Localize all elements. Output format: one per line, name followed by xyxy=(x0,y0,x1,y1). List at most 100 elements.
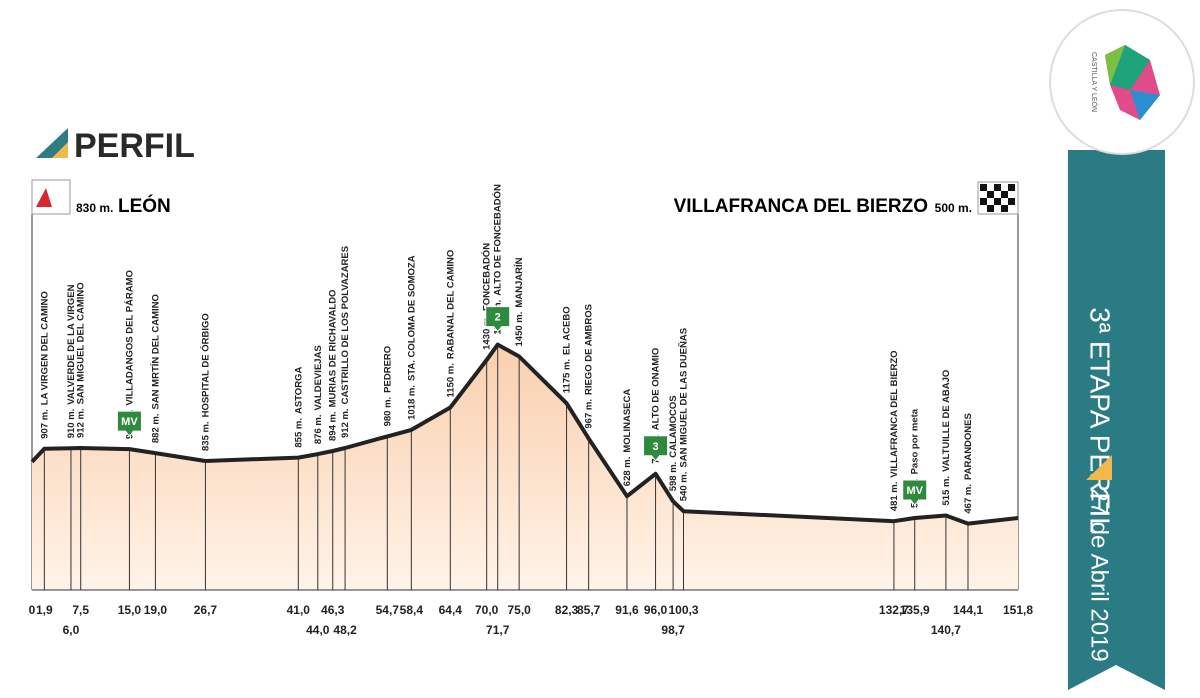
waypoint-label: 912 m. SAN MIGUEL DEL CAMINO xyxy=(76,282,87,438)
km-label: 132,7 xyxy=(879,603,909,617)
waypoint-elevation: 628 m. xyxy=(622,457,633,487)
logo xyxy=(1110,45,1150,90)
checker-square xyxy=(994,198,1001,205)
start-flag xyxy=(31,179,71,215)
waypoint-label: 882 m. SAN MRTÍN DEL CAMINO xyxy=(150,294,161,443)
badge xyxy=(643,435,669,462)
checker-square xyxy=(1001,205,1008,212)
waypoint-name: MURIAS DE RICHAVALDO xyxy=(328,290,339,408)
km-label: 144,1 xyxy=(953,603,983,617)
waypoint-elevation: 894 m. xyxy=(328,411,339,441)
km-label: 140,7 xyxy=(931,623,961,637)
waypoint-elevation: 912 m. xyxy=(76,408,87,438)
waypoint-label: 1175 m. EL ACEBO xyxy=(562,306,573,393)
waypoint-elevation: 481 m. xyxy=(889,482,900,512)
waypoint-label: 855 m. ASTORGA xyxy=(293,367,304,448)
checker-square xyxy=(1008,184,1015,191)
km-label: 48,2 xyxy=(333,623,357,637)
checker-square xyxy=(1008,198,1015,205)
waypoint-elevation: 907 m. xyxy=(39,409,50,439)
km-label: 7,5 xyxy=(72,603,89,617)
badge xyxy=(902,479,928,506)
waypoint-label: 1150 m. RABANAL DEL CAMINO xyxy=(445,250,456,398)
km-label: 0 xyxy=(29,603,36,617)
badge xyxy=(485,306,511,333)
km-label: 1,9 xyxy=(36,603,53,617)
waypoint-elevation: 912 m. xyxy=(340,408,351,438)
checker-square xyxy=(980,184,987,191)
km-label: 44,0 xyxy=(306,623,330,637)
km-label: 41,0 xyxy=(287,603,311,617)
waypoint-elevation: 876 m. xyxy=(313,415,324,445)
waypoint-elevation: 467 m. xyxy=(963,484,974,514)
checker-square xyxy=(987,191,994,198)
banner xyxy=(1068,150,1165,690)
banner-icon xyxy=(1086,455,1112,480)
checker-square xyxy=(1001,191,1008,198)
km-label: 100,3 xyxy=(668,603,698,617)
waypoint-label: 876 m. VALDEVIEJAS xyxy=(313,345,324,444)
logo-text: CASTILLA Y LEÓN xyxy=(1090,52,1099,112)
km-label: 6,0 xyxy=(63,623,80,637)
km-label: 135,9 xyxy=(900,603,930,617)
waypoint-name: EL ACEBO xyxy=(562,306,573,355)
badge-text: MV xyxy=(906,485,923,497)
waypoint-name: VILLAFRANCA DEL BIERZO xyxy=(889,350,900,477)
waypoint-label: 894 m. MURIAS DE RICHAVALDO xyxy=(328,290,339,441)
km-label: 26,7 xyxy=(194,603,218,617)
waypoint-elevation: 980 m. xyxy=(382,397,393,427)
waypoint-elevation: 1430 m. xyxy=(482,315,493,350)
waypoint-name: LA VIRGEN DEL CAMINO xyxy=(39,291,50,405)
waypoint-name: MOLINASECA xyxy=(622,389,633,453)
badge-text: MV xyxy=(121,416,138,428)
start-name: LEÓN xyxy=(118,195,171,217)
waypoint-label: 481 m. VILLAFRANCA DEL BIERZO xyxy=(889,350,900,511)
logo xyxy=(1105,45,1125,85)
waypoint-name: VILLADANGOS DEL PÁRAMO xyxy=(124,270,135,405)
waypoint-elevation: 882 m. xyxy=(150,414,161,444)
waypoint-label: 910 m. VALVERDE DE LA VIRGEN xyxy=(66,284,77,438)
waypoint-elevation: 1175 m. xyxy=(562,359,573,393)
km-label: 46,3 xyxy=(321,603,345,617)
waypoint-label: 1018 m. STA. COLOMA DE SOMOZA xyxy=(406,255,417,420)
km-label: 75,0 xyxy=(507,603,531,617)
finish-elevation: 500 m. xyxy=(935,201,972,215)
waypoint-elevation: 967 m. xyxy=(584,399,595,429)
km-label: 85,7 xyxy=(577,603,601,617)
checker-square xyxy=(980,198,987,205)
waypoint-name: FONCEBADÓN xyxy=(481,243,493,311)
waypoint-label: 980 m. PEDRERO xyxy=(382,346,393,427)
waypoint-elevation: 835 m. xyxy=(200,421,211,451)
km-label: 19,0 xyxy=(144,603,168,617)
waypoint-label: 628 m. MOLINASECA xyxy=(622,389,633,487)
checker-square xyxy=(987,205,994,212)
waypoint-name: SAN MIGUEL DEL CAMINO xyxy=(76,282,87,404)
waypoint-elevation: 1150 m. xyxy=(445,363,456,397)
km-label: 15,0 xyxy=(118,603,142,617)
start-elevation: 830 m. xyxy=(76,201,113,215)
km-label: 64,4 xyxy=(439,603,463,617)
waypoint-label: 598 m. CALAMOCOS xyxy=(668,395,679,491)
waypoint-name: VALTUILLE DE ABAJO xyxy=(941,370,952,472)
badge-text: 2 xyxy=(495,312,501,324)
finish-flag-checker xyxy=(980,184,1015,212)
waypoint-name: SAN MRTÍN DEL CAMINO xyxy=(150,294,161,409)
finish-name: VILLAFRANCA DEL BIERZO xyxy=(674,196,928,217)
waypoint-elevation: 1450 m. xyxy=(514,312,525,347)
waypoint-elevation: 598 m. xyxy=(668,462,679,492)
waypoint-label: 1450 m. MANJARÍN xyxy=(514,257,525,346)
profile-line xyxy=(30,342,1019,526)
km-label: 98,7 xyxy=(661,623,685,637)
waypoint-name: PEDRERO xyxy=(382,346,393,393)
waypoint-name: SAN MIGUEL DE LAS DUEÑAS xyxy=(679,328,690,468)
header-title: PERFIL xyxy=(74,127,195,165)
waypoint-label: 835 m. HOSPITAL DE ÓRBIGO xyxy=(199,313,211,451)
waypoint-label: 912 m. CASTRILLO DE LOS POLVAZARES xyxy=(340,246,351,438)
badge xyxy=(116,410,142,437)
profile-group: 0 907 m. LA VIRGEN DEL CAMINO 1,9 910 m. VALV… xyxy=(29,184,1034,637)
waypoint-name: VALVERDE DE LA VIRGEN xyxy=(66,284,77,404)
waypoint-label: 967 m. RIEGO DE AMBROS xyxy=(584,304,595,429)
waypoint-name: CASTRILLO DE LOS POLVAZARES xyxy=(340,246,351,405)
waypoint-name: CALAMOCOS xyxy=(668,395,679,457)
